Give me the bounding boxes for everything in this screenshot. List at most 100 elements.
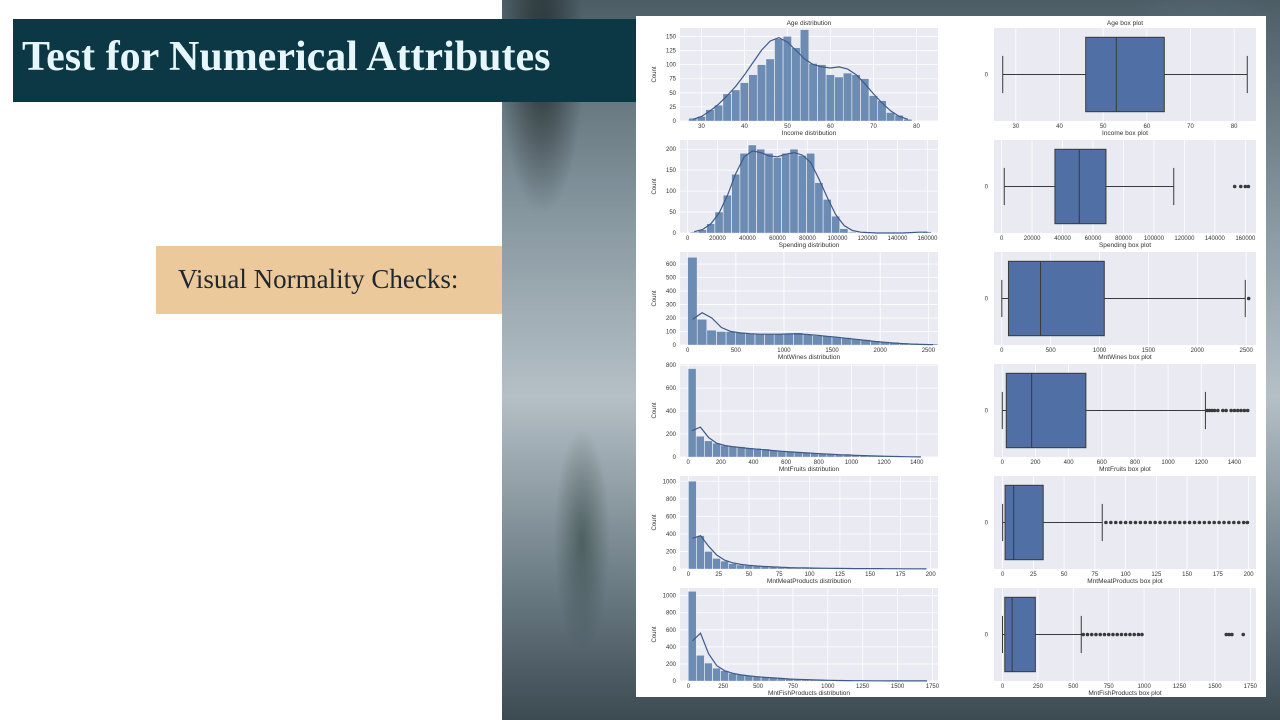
histogram-bar — [877, 100, 887, 122]
outlier-point — [1241, 520, 1246, 525]
histogram-bar — [687, 257, 698, 346]
y-tick-label: 100 — [666, 189, 677, 195]
y-tick-label: 600 — [666, 386, 677, 392]
x-tick-label: 150 — [865, 572, 876, 578]
histogram-bar — [736, 564, 745, 570]
subtitle-banner — [156, 246, 502, 314]
box-iqr — [1007, 260, 1105, 337]
histogram-bar — [688, 591, 697, 682]
histogram-bar — [739, 153, 749, 234]
x-tick-label: 600 — [1097, 460, 1108, 466]
y-tick-label: 200 — [666, 662, 677, 668]
histogram-bar — [783, 333, 794, 346]
outlier-point — [1140, 632, 1144, 637]
histogram-bar — [800, 29, 809, 122]
outlier-point — [1245, 520, 1250, 525]
x-tick-label: 80 — [913, 124, 920, 130]
x-tick-label: 1500 — [1208, 684, 1222, 690]
y-tick-label: 600 — [666, 628, 677, 634]
histogram-bar — [714, 211, 724, 234]
outlier-point — [1081, 632, 1086, 637]
outlier-point — [1239, 408, 1243, 413]
histogram-bar — [728, 563, 737, 570]
outlier-point — [1246, 296, 1251, 301]
outlier-point — [1245, 408, 1250, 413]
y-tick-label: 125 — [666, 49, 677, 55]
histogram-bar — [735, 332, 746, 346]
outlier-point — [1148, 520, 1153, 525]
outlier-point — [1085, 632, 1090, 637]
x-tick-label: 250 — [718, 684, 729, 690]
x-tick-label: 40000 — [739, 236, 756, 242]
histogram-bar — [798, 155, 807, 234]
x-tick-label: 140000 — [887, 236, 908, 242]
histogram-bar — [688, 118, 698, 122]
histogram-bar — [812, 335, 823, 346]
x-tick-label: 200 — [716, 460, 727, 466]
x-tick-label: 600 — [781, 460, 792, 466]
histogram-bar — [731, 174, 740, 234]
box-iqr — [1085, 36, 1165, 113]
x-tick-label: 1000 — [777, 348, 791, 354]
histogram-bar — [814, 182, 824, 234]
x-tick-label: 75 — [776, 572, 783, 578]
x-tick-label: 50 — [784, 124, 791, 130]
x-tick-label: 70 — [870, 124, 877, 130]
y-axis-label: Count — [652, 514, 658, 530]
x-tick-label: 160000 — [917, 236, 938, 242]
outlier-point — [1128, 632, 1132, 637]
outlier-point — [1224, 632, 1229, 637]
outlier-point — [1224, 408, 1228, 413]
x-tick-label: 200 — [926, 572, 937, 578]
x-tick-label: 20000 — [1024, 236, 1041, 242]
outlier-point — [1230, 632, 1234, 637]
histogram-bar — [731, 89, 741, 122]
y-category-label: 0 — [985, 633, 989, 639]
outlier-point — [1102, 632, 1107, 637]
x-tick-label: 1200 — [877, 460, 891, 466]
histogram-bar — [761, 448, 770, 458]
outlier-point — [1229, 408, 1233, 413]
y-tick-label: 400 — [666, 645, 677, 651]
x-tick-label: 40000 — [1054, 236, 1071, 242]
histogram-bar — [689, 232, 699, 234]
outlier-point — [1089, 632, 1094, 637]
x-tick-label: 40 — [741, 124, 748, 130]
y-tick-label: 800 — [666, 497, 677, 503]
y-tick-label: 0 — [673, 455, 677, 461]
x-tick-label: 100 — [805, 572, 816, 578]
outlier-point — [1123, 520, 1128, 525]
histogram-bar — [831, 216, 840, 234]
histogram-bar — [712, 668, 721, 682]
x-tick-label: 1400 — [910, 460, 924, 466]
outlier-point — [1236, 520, 1241, 525]
box-iqr — [1004, 596, 1036, 673]
outlier-point — [1119, 632, 1124, 637]
outlier-point — [1242, 408, 1247, 413]
histogram-bar — [851, 74, 861, 122]
histogram-bar — [704, 551, 713, 570]
x-tick-label: 2500 — [922, 348, 936, 354]
histogram-bar — [781, 153, 790, 234]
y-tick-label: 0 — [673, 231, 677, 237]
x-tick-label: 120000 — [857, 236, 878, 242]
y-tick-label: 0 — [673, 679, 677, 685]
y-tick-label: 25 — [669, 105, 676, 111]
histogram-bar — [834, 76, 844, 122]
x-tick-label: 0 — [686, 236, 690, 242]
y-tick-label: 600 — [666, 262, 677, 268]
histogram-bar — [745, 333, 755, 346]
histogram-bar — [720, 560, 729, 570]
kde-line — [694, 150, 928, 234]
y-tick-label: 400 — [666, 532, 677, 538]
histogram-bar — [860, 78, 870, 122]
outlier-point — [1158, 520, 1162, 525]
x-tick-label: 80000 — [1115, 236, 1132, 242]
box-iqr — [1054, 148, 1107, 225]
histogram-bar — [688, 481, 697, 570]
x-tick-label: 750 — [788, 684, 799, 690]
x-tick-label: 60000 — [769, 236, 786, 242]
x-tick-label: 2000 — [1191, 348, 1205, 354]
outlier-point — [1212, 408, 1217, 413]
kde-line — [692, 36, 909, 120]
